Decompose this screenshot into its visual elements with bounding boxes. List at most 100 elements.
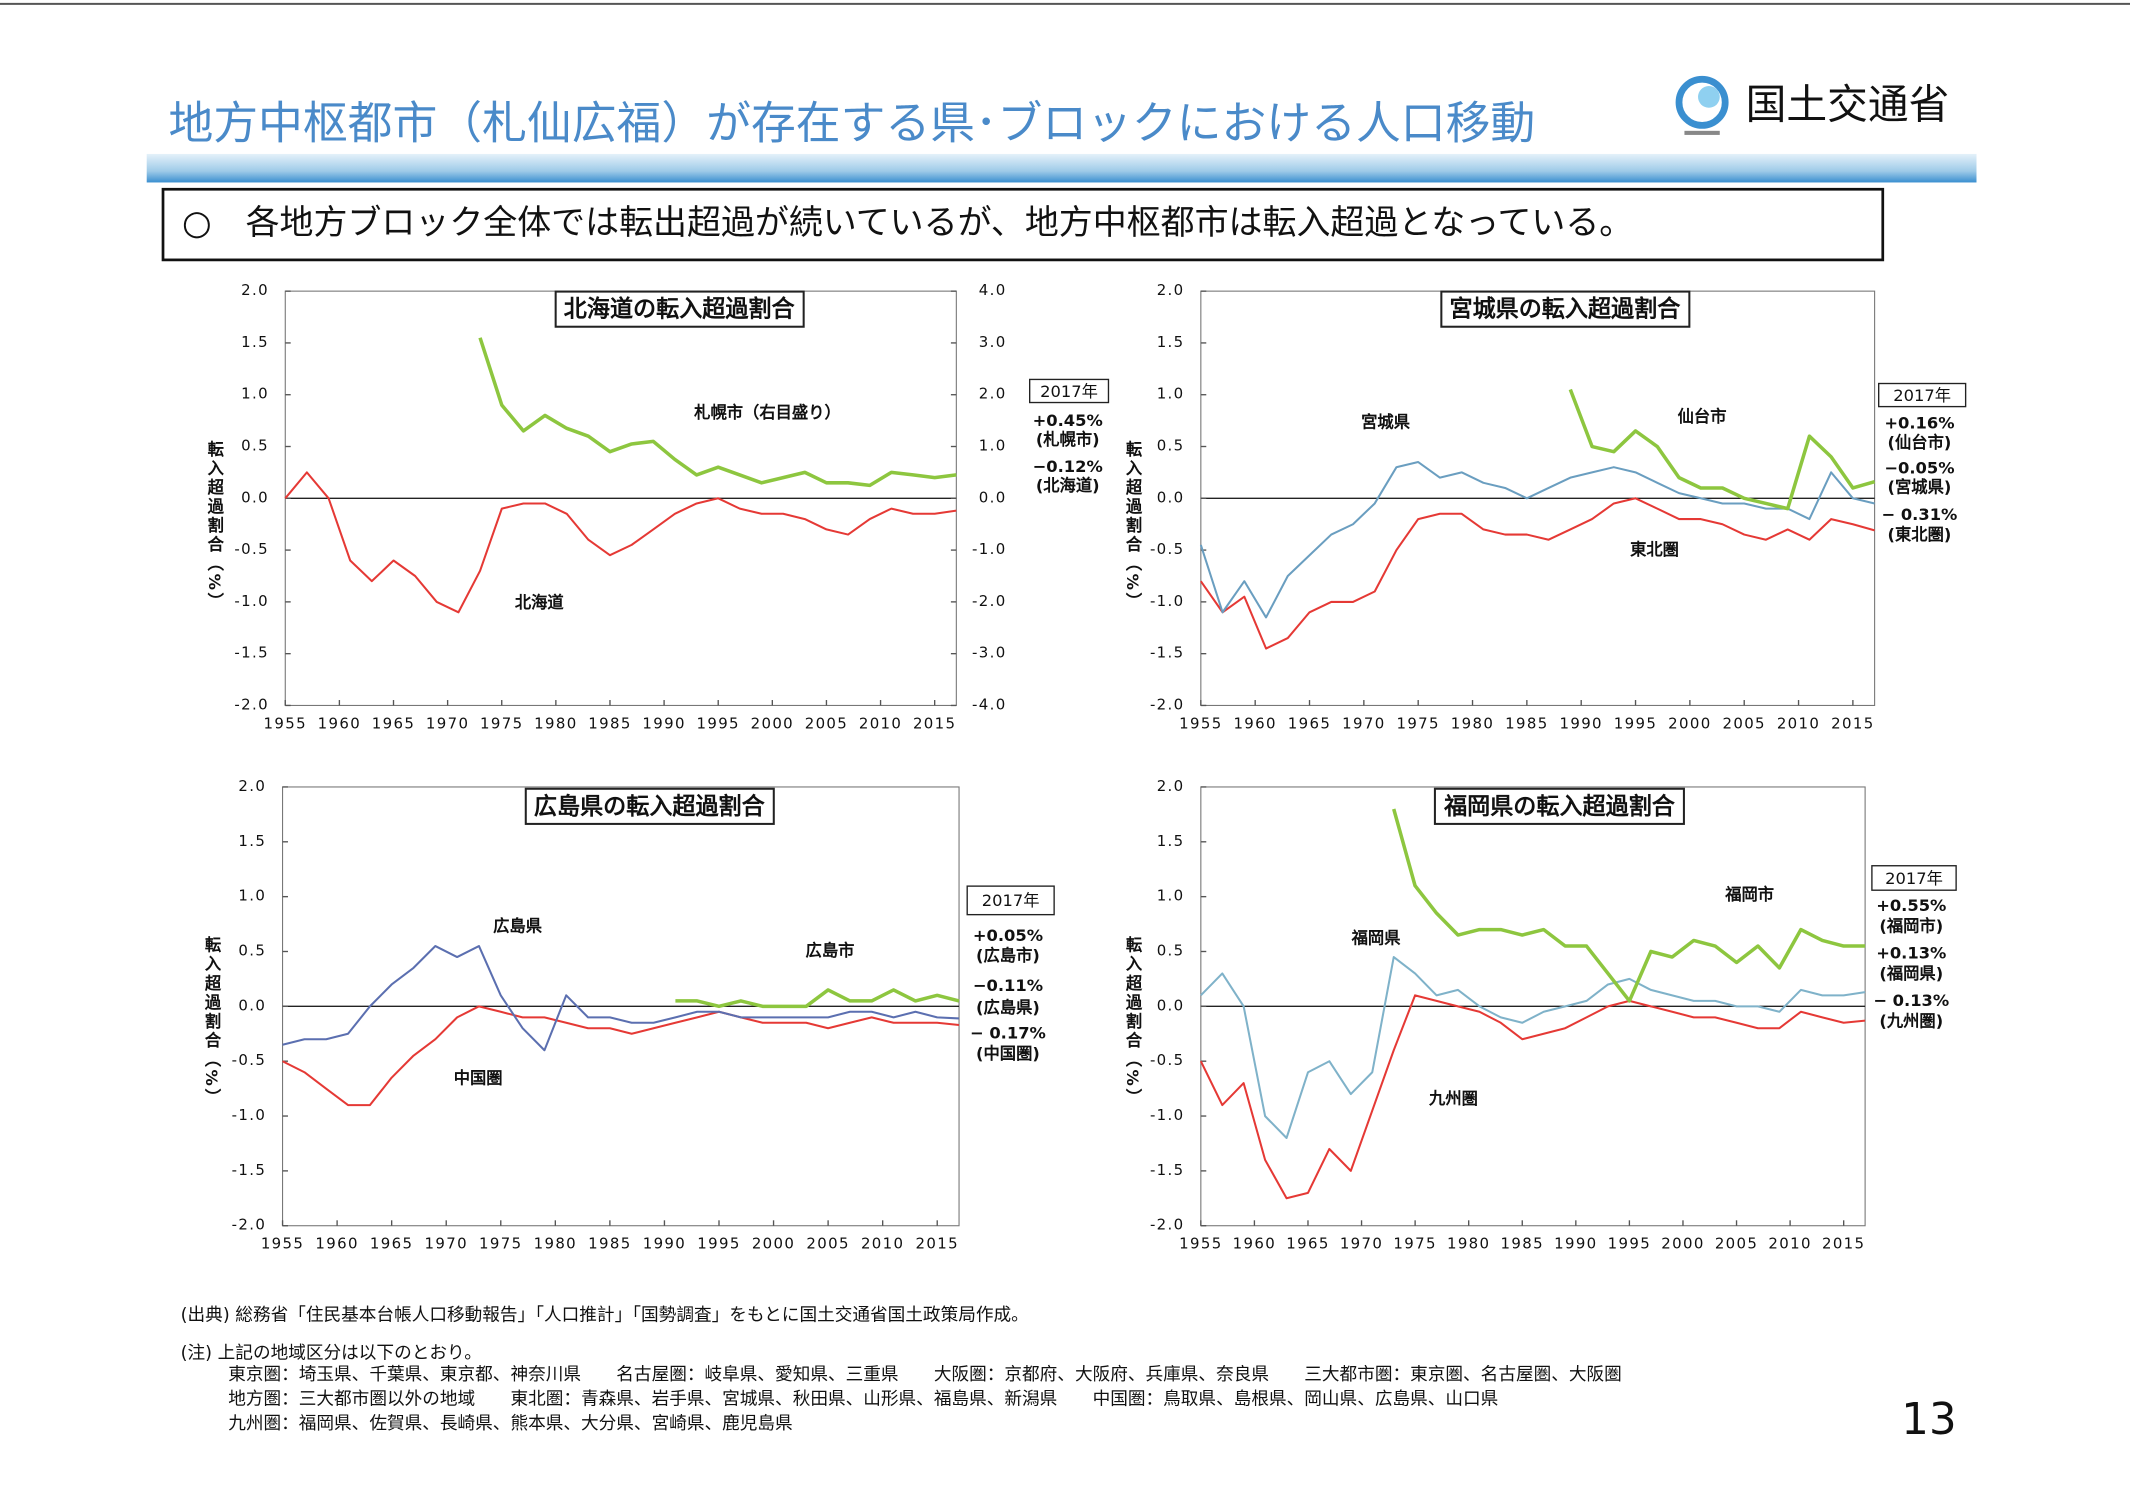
chart: -2.0 -1.5 -1.0 -0.5 0.0 0.5 1.0 1.5 2.0 1955 1960 1…	[1123, 777, 1957, 1253]
series-line	[1200, 497, 1875, 650]
series-label: 福岡県	[1351, 929, 1402, 948]
x-tick-label: 1985	[588, 1235, 631, 1253]
x-tick-label: 1955	[261, 1235, 304, 1253]
note: 東京圏：埼玉県、千葉県、東京都、神奈川県 名古屋圏：岐阜県、愛知県、三重県 大阪…	[228, 1364, 1622, 1385]
y-tick-label: 2.0	[238, 777, 266, 795]
x-tick-label: 1985	[588, 714, 631, 732]
series-line	[282, 945, 960, 1052]
x-tick-label: 2015	[915, 1235, 958, 1253]
y2-tick-label: 3.0	[979, 333, 1007, 351]
x-tick-label: 2015	[1831, 714, 1874, 732]
x-tick-label: 1965	[370, 1235, 413, 1253]
x-tick-label: 1990	[1554, 1235, 1597, 1253]
y-axis-label: 転入超過割合（%）	[1123, 440, 1143, 612]
y-tick-label: 1.5	[1157, 333, 1185, 351]
x-tick-label: 1960	[1233, 714, 1276, 732]
x-tick-label: 1975	[479, 1235, 522, 1253]
x-tick-label: 1960	[315, 1235, 358, 1253]
note: 九州圏：福岡県、佐賀県、長崎県、熊本県、大分県、宮崎県、鹿児島県	[228, 1413, 793, 1434]
x-tick-label: 1985	[1501, 1235, 1544, 1253]
annotation: −0.05%	[1884, 459, 1954, 478]
logo: 国土交通省	[1675, 75, 1949, 135]
chart-title: 広島県の転入超過割合	[534, 793, 766, 820]
y-tick-label: -1.5	[1150, 1161, 1185, 1179]
x-tick-label: 1965	[372, 714, 415, 732]
x-tick-label: 1970	[424, 1235, 467, 1253]
x-tick-label: 1990	[1559, 714, 1602, 732]
y-tick-label: -2.0	[232, 1216, 267, 1234]
chart: -2.0 -1.5 -1.0 -0.5 0.0 0.5 1.0 1.5 2.0 1955 1960 1…	[1123, 281, 1967, 732]
page-number: 13	[1901, 1395, 1956, 1445]
chart-title-box	[1440, 290, 1691, 328]
series-label: 北海道	[515, 593, 565, 612]
slide-title: 地方中枢都市（札仙広福）が存在する県･ブロックにおける人口移動	[168, 96, 1535, 149]
annotation: +0.16%	[1884, 414, 1954, 433]
logo-mark	[1698, 86, 1720, 108]
series-line	[478, 337, 957, 488]
annotation-box	[1871, 865, 1957, 891]
x-tick-label: 1960	[318, 714, 361, 732]
y-tick-label: 1.0	[1157, 385, 1185, 403]
series-label: 九州圏	[1428, 1089, 1478, 1108]
x-tick-label: 1965	[1288, 714, 1331, 732]
y-tick-label: 0.5	[1157, 941, 1185, 959]
x-tick-label: 2010	[1768, 1235, 1811, 1253]
y-tick-label: -2.0	[1150, 1216, 1185, 1234]
series-label: 東北圏	[1630, 540, 1679, 559]
x-tick-label: 1980	[1451, 714, 1494, 732]
annotation: − 0.13%	[1873, 991, 1949, 1010]
annotation: − 0.31%	[1882, 505, 1958, 524]
x-tick-label: 1965	[1286, 1235, 1329, 1253]
x-tick-label: 2005	[1715, 1235, 1758, 1253]
annotation: (福岡県)	[1879, 964, 1943, 983]
chart-title-box	[554, 290, 805, 328]
y2-tick-label: 1.0	[979, 437, 1007, 455]
y-tick-label: -0.5	[234, 540, 269, 558]
note: 地方圏：三大都市圏以外の地域 東北圏：青森県、岩手県、宮城県、秋田県、山形県、福…	[228, 1389, 1498, 1410]
y-tick-label: 0.0	[241, 488, 269, 506]
annotation-title: 2017年	[1885, 869, 1943, 888]
y2-tick-label: 4.0	[979, 281, 1007, 299]
annotation-box	[1029, 378, 1110, 404]
y2-tick-label: -4.0	[972, 695, 1007, 713]
y-tick-label: -2.0	[234, 695, 269, 713]
series-line	[1199, 461, 1875, 619]
annotation: (九州圏)	[1879, 1011, 1943, 1030]
x-tick-label: 2000	[1668, 714, 1711, 732]
annotation: −0.11%	[973, 976, 1043, 995]
series-line	[675, 988, 960, 1009]
y-axis-label: 転入超過割合（%）	[202, 936, 222, 1108]
y-tick-label: -1.5	[232, 1161, 267, 1179]
annotation: −0.12%	[1033, 457, 1103, 476]
x-tick-label: 1980	[534, 1235, 577, 1253]
title-band	[146, 153, 1977, 183]
x-tick-label: 2000	[752, 1235, 795, 1253]
x-tick-label: 1995	[697, 1235, 740, 1253]
y2-tick-label: -1.0	[972, 540, 1007, 558]
annotation-title: 2017年	[982, 891, 1040, 910]
chart: -2.0 -1.5 -1.0 -0.5 0.0 0.5 1.0 1.5 2.0 1955 1960 1…	[202, 777, 1055, 1253]
y2-tick-label: 0.0	[979, 488, 1007, 506]
annotation: (札幌市)	[1036, 430, 1100, 449]
y-axis-label: 転入超過割合（%）	[1123, 936, 1143, 1108]
x-tick-label: 1995	[1614, 714, 1657, 732]
y-tick-label: 0.5	[1157, 437, 1185, 455]
y-tick-label: -1.0	[1150, 1106, 1185, 1124]
x-tick-label: 2015	[1822, 1235, 1865, 1253]
summary-box	[161, 187, 1885, 262]
y-tick-label: -0.5	[232, 1051, 267, 1069]
series-label: 宮城県	[1361, 412, 1411, 431]
x-tick-label: 2005	[1722, 714, 1765, 732]
y-tick-label: 1.0	[1157, 887, 1185, 905]
y-tick-label: 1.5	[241, 333, 269, 351]
annotation: (東北圏)	[1888, 525, 1952, 544]
annotation-box	[966, 885, 1055, 916]
x-tick-label: 1985	[1505, 714, 1548, 732]
y2-tick-label: 2.0	[979, 385, 1007, 403]
x-tick-label: 1975	[480, 714, 523, 732]
logo-mark	[1684, 130, 1720, 135]
annotation: − 0.17%	[970, 1024, 1046, 1043]
series-label: 広島県	[493, 916, 543, 935]
y-tick-label: -2.0	[1150, 695, 1185, 713]
y-tick-label: -1.0	[234, 592, 269, 610]
